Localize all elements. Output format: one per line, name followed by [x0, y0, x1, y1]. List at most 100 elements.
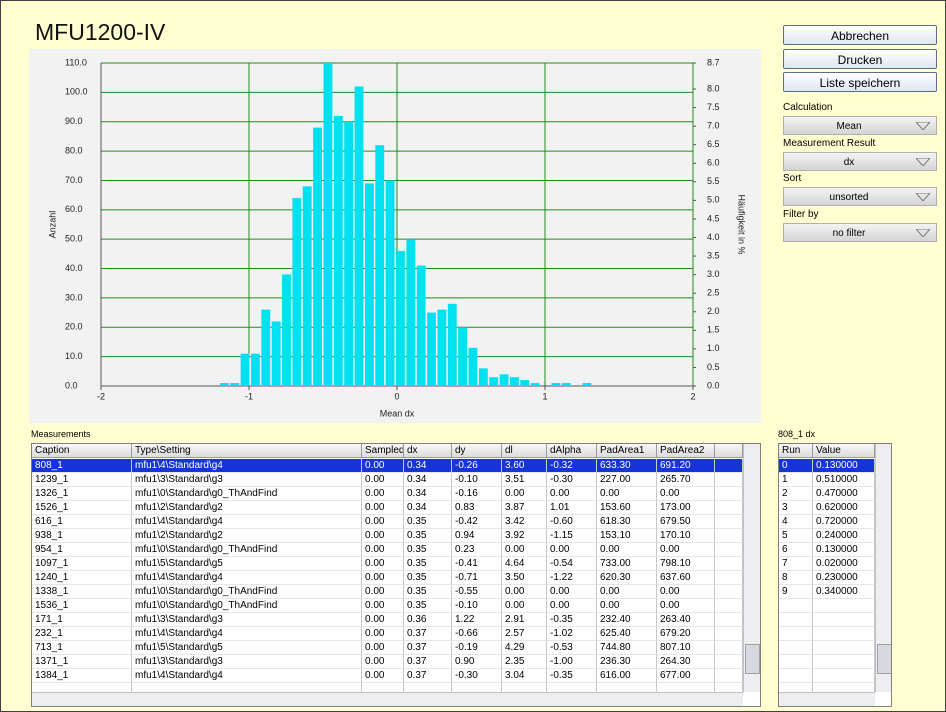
- bar: [489, 377, 499, 386]
- table-cell: 616.00: [597, 669, 657, 683]
- control-label: Calculation: [783, 102, 833, 113]
- button[interactable]: Abbrechen: [783, 25, 937, 45]
- table-row[interactable]: 232_1 mfu1\4\Standard\g4 0.00 0.37 -0.66 2.57…: [32, 627, 743, 641]
- column-header[interactable]: PadArea1: [597, 444, 657, 458]
- table-row[interactable]: 4 0.720000: [779, 515, 875, 529]
- dropdown[interactable]: Mean: [783, 116, 937, 135]
- bar: [406, 239, 416, 386]
- table-cell: mfu1\4\Standard\g4: [132, 627, 362, 641]
- vertical-scrollbar[interactable]: [743, 444, 760, 692]
- table-row[interactable]: 1536_1 mfu1\0\Standard\g0_ThAndFind 0.00 0.…: [32, 599, 743, 613]
- vertical-scrollbar[interactable]: [875, 444, 891, 692]
- table-cell: 0.94: [452, 529, 502, 543]
- table-cell: 0.37: [404, 641, 452, 655]
- table-cell: [715, 655, 743, 669]
- table-row[interactable]: 713_1 mfu1\5\Standard\g5 0.00 0.37 -0.19 4.29…: [32, 641, 743, 655]
- column-header[interactable]: [715, 444, 743, 458]
- table-row[interactable]: 1239_1 mfu1\3\Standard\g3 0.00 0.34 -0.10 3.5…: [32, 473, 743, 487]
- table-row[interactable]: 1326_1 mfu1\0\Standard\g0_ThAndFind 0.00 0.…: [32, 487, 743, 501]
- column-header[interactable]: dx: [404, 444, 452, 458]
- table-row[interactable]: 1 0.510000: [779, 473, 875, 487]
- table-cell: 171_1: [32, 613, 132, 627]
- table-row[interactable]: 616_1 mfu1\4\Standard\g4 0.00 0.35 -0.42 3.42…: [32, 515, 743, 529]
- column-header[interactable]: Value: [813, 444, 875, 458]
- table-row[interactable]: 171_1 mfu1\3\Standard\g3 0.00 0.36 1.22 2.91-…: [32, 613, 743, 627]
- table-cell: mfu1\4\Standard\g4: [132, 669, 362, 683]
- table-row[interactable]: 1240_1 mfu1\4\Standard\g4 0.00 0.35 -0.71 3.5…: [32, 571, 743, 585]
- table-cell: 0.00: [657, 543, 715, 557]
- table-cell: 232_1: [32, 627, 132, 641]
- table-row[interactable]: 9 0.340000: [779, 585, 875, 599]
- y2-tick-label: 7.5: [707, 102, 720, 112]
- table-cell: 4.29: [502, 641, 547, 655]
- window-title: MFU1200-IV: [35, 19, 166, 45]
- column-header[interactable]: Caption: [32, 444, 132, 458]
- table-cell: 8: [779, 571, 813, 585]
- table-row[interactable]: 3 0.620000: [779, 501, 875, 515]
- table-cell: [715, 669, 743, 683]
- dropdown[interactable]: no filter: [783, 223, 937, 242]
- y-tick-label: 110.0: [65, 57, 87, 67]
- table-cell: 0.37: [404, 627, 452, 641]
- horizontal-scrollbar[interactable]: [32, 692, 743, 706]
- table-row[interactable]: 6 0.130000: [779, 543, 875, 557]
- bar: [427, 312, 436, 386]
- table-cell: 0.35: [404, 571, 452, 585]
- scroll-thumb[interactable]: [877, 644, 891, 674]
- table-cell: 0.00: [597, 599, 657, 613]
- table-cell: -0.32: [547, 459, 597, 473]
- table-row[interactable]: 5 0.240000: [779, 529, 875, 543]
- table-cell: 0.83: [452, 501, 502, 515]
- column-header[interactable]: dl: [502, 444, 547, 458]
- bar: [551, 383, 561, 386]
- button[interactable]: Drucken: [783, 49, 937, 69]
- y-tick-label: 10.0: [65, 351, 83, 361]
- table-cell: 616_1: [32, 515, 132, 529]
- table-cell: [813, 669, 875, 683]
- table-cell: 0.00: [362, 459, 404, 473]
- table-cell: 0.720000: [813, 515, 875, 529]
- y2-tick-label: 3.5: [707, 250, 720, 260]
- table-cell: mfu1\4\Standard\g4: [132, 515, 362, 529]
- table-row[interactable]: 1371_1 mfu1\3\Standard\g3 0.00 0.37 0.90 2.35…: [32, 655, 743, 669]
- table-cell: 1240_1: [32, 571, 132, 585]
- dropdown[interactable]: unsorted: [783, 187, 937, 206]
- table-cell: [715, 529, 743, 543]
- table-row[interactable]: 954_1 mfu1\0\Standard\g0_ThAndFind 0.00 0.3…: [32, 543, 743, 557]
- table-cell: 0.00: [502, 487, 547, 501]
- scroll-thumb[interactable]: [745, 644, 760, 674]
- table-cell: 938_1: [32, 529, 132, 543]
- table-row[interactable]: 1384_1 mfu1\4\Standard\g4 0.00 0.37 -0.30 3.0…: [32, 669, 743, 683]
- bar: [582, 383, 592, 386]
- table-row[interactable]: 1338_1 mfu1\0\Standard\g0_ThAndFind 0.00 0.…: [32, 585, 743, 599]
- table-cell: 733.00: [597, 557, 657, 571]
- dropdown[interactable]: dx: [783, 152, 937, 171]
- button[interactable]: Liste speichern: [783, 72, 937, 92]
- table-row[interactable]: 8 0.230000: [779, 571, 875, 585]
- table-cell: 0.00: [657, 585, 715, 599]
- column-header[interactable]: dAlpha: [547, 444, 597, 458]
- column-header[interactable]: dy: [452, 444, 502, 458]
- column-header[interactable]: Type\Setting: [132, 444, 362, 458]
- y2-tick-label: 0.5: [707, 362, 720, 372]
- table-row[interactable]: 1526_1 mfu1\2\Standard\g2 0.00 0.34 0.83 3.87…: [32, 501, 743, 515]
- y-tick-label: 90.0: [65, 116, 83, 126]
- table-row[interactable]: 938_1 mfu1\2\Standard\g2 0.00 0.35 0.94 3.92-…: [32, 529, 743, 543]
- x-tick-label: 0: [394, 391, 399, 401]
- table-row[interactable]: 2 0.470000: [779, 487, 875, 501]
- table-row[interactable]: 1097_1 mfu1\5\Standard\g5 0.00 0.35 -0.41 4.6…: [32, 557, 743, 571]
- table-cell: 3.87: [502, 501, 547, 515]
- table-cell: [779, 641, 813, 655]
- column-header[interactable]: Run: [779, 444, 813, 458]
- table-row[interactable]: 808_1 mfu1\4\Standard\g4 0.00 0.34 -0.26 3.60…: [32, 459, 743, 473]
- column-header[interactable]: Sampled: [362, 444, 404, 458]
- table-row[interactable]: 7 0.020000: [779, 557, 875, 571]
- table-cell: 0.00: [502, 585, 547, 599]
- column-header[interactable]: PadArea2: [657, 444, 715, 458]
- y2-tick-label: 6.0: [707, 158, 720, 168]
- table-row[interactable]: 0 0.130000: [779, 459, 875, 473]
- table-cell: -0.66: [452, 627, 502, 641]
- table-cell: 0: [779, 459, 813, 473]
- horizontal-scrollbar[interactable]: [779, 692, 875, 706]
- table-cell: [715, 557, 743, 571]
